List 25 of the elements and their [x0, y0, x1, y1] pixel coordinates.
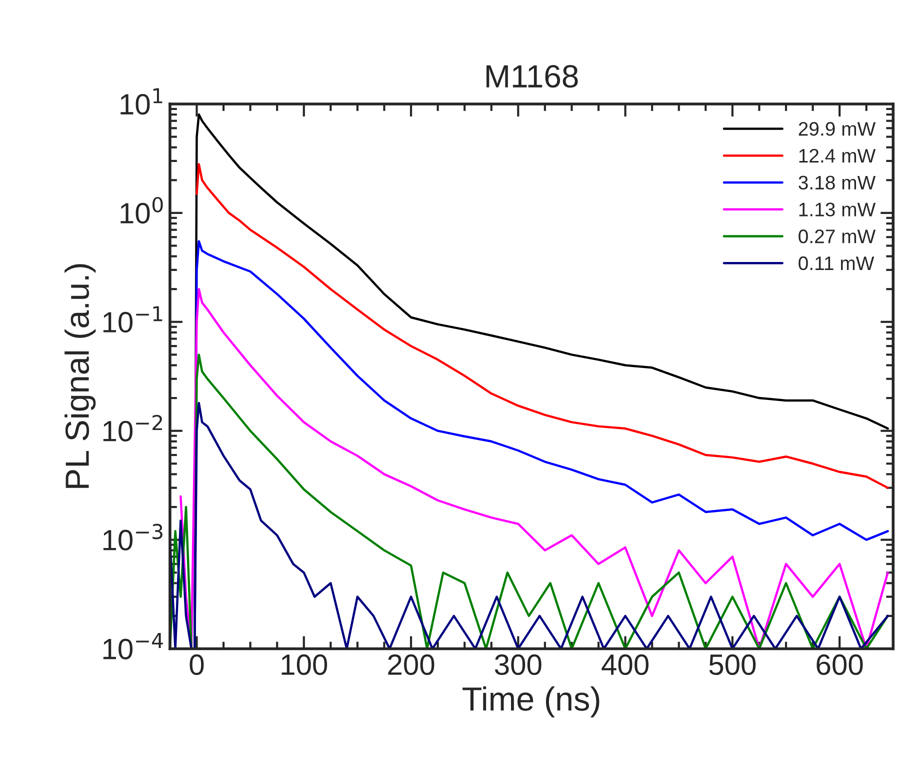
- chart-title: M1168: [486, 65, 578, 88]
- x-tick-label: 0: [190, 654, 204, 676]
- legend-label: 29.9 mW: [798, 122, 876, 136]
- line-series: [196, 163, 889, 489]
- line-series: [170, 354, 889, 649]
- y-tick-label: 10$^{−4}$: [103, 633, 163, 660]
- y-tick-label: 10$^{−2}$: [103, 414, 162, 442]
- x-tick-label: 500: [709, 654, 756, 676]
- y-tick-label: 10$^{1}$: [120, 88, 162, 115]
- x-tick-label: 300: [494, 654, 542, 676]
- legend-label: 3.18 mW: [798, 176, 876, 190]
- y-axis-title: PL Signal (a.u.): [64, 264, 96, 488]
- line-series: [170, 402, 889, 649]
- legend-label: 12.4 mW: [799, 148, 876, 162]
- y-tick-label: 10$^{0}$: [120, 196, 163, 224]
- x-tick-label: 400: [602, 654, 648, 676]
- y-tick-label: 10$^{−3}$: [103, 524, 162, 550]
- y-tick-label: 10$^{−1}$: [103, 306, 162, 333]
- x-tick-label: 600: [816, 654, 863, 676]
- x-tick-label: 100: [282, 654, 328, 676]
- x-tick-label: 200: [388, 654, 434, 676]
- x-axis-title: Time (ns): [462, 686, 600, 718]
- legend-label: 0.27 mW: [798, 230, 876, 244]
- legend-label: 0.11 mW: [798, 256, 874, 270]
- legend-label: 1.13 mW: [799, 202, 876, 216]
